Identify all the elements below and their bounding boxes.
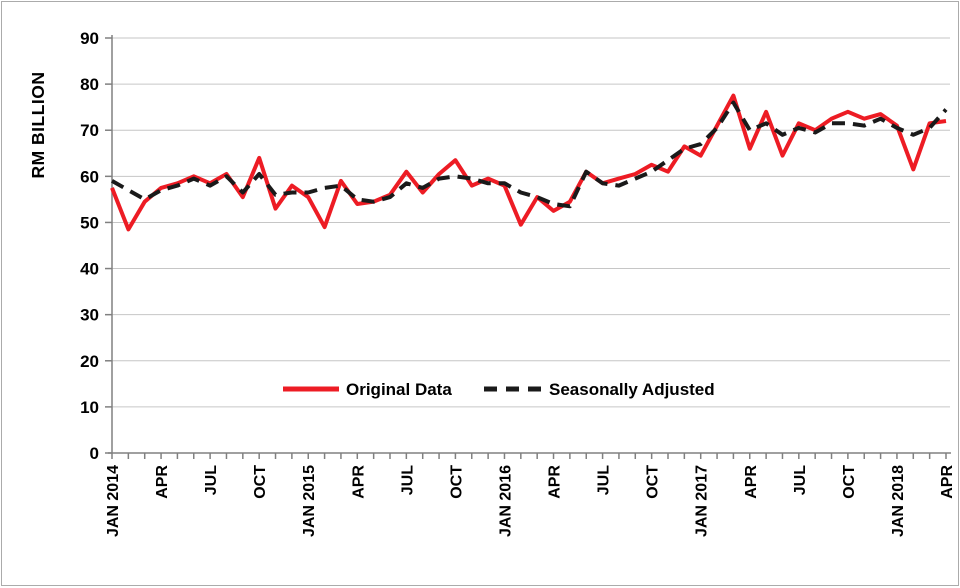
seasonally-adjusted-line [111, 100, 948, 209]
legend-label-original-data: Original Data [346, 380, 452, 399]
x-tick-label: JAN 2015 [301, 465, 318, 537]
x-axis-labels: JAN 2014 APR JUL OCT JAN 2015 APR JUL OCT JAN 20… [105, 465, 956, 537]
gridlines [112, 37, 950, 408]
y-tick-label: 40 [80, 260, 99, 279]
y-tick-label: 50 [80, 213, 99, 232]
x-tick-label: APR [350, 465, 367, 499]
y-tick-label: 60 [80, 167, 99, 186]
legend-label-seasonally-adjusted: Seasonally Adjusted [549, 380, 715, 399]
x-tick-label: JUL [399, 465, 416, 495]
y-axis-labels: 0 10 20 30 40 50 60 70 80 90 [80, 29, 99, 463]
legend: Original Data Seasonally Adjusted [283, 380, 715, 399]
y-tick-label: 20 [80, 352, 99, 371]
x-tick-label: APR [939, 465, 956, 499]
x-tick-label: JAN 2014 [105, 465, 122, 537]
y-tick-label: 70 [80, 121, 99, 140]
y-tick-label: 90 [80, 29, 99, 48]
series-lines [110, 93, 948, 232]
y-tick-label: 30 [80, 306, 99, 325]
x-tick-label: APR [154, 465, 171, 499]
x-tick-label: JAN 2018 [890, 465, 907, 537]
y-tick-label: 0 [90, 444, 99, 463]
x-tick-label: OCT [841, 465, 858, 499]
x-tick-label: JUL [596, 465, 613, 495]
x-tick-label: APR [547, 465, 564, 499]
y-axis-title: RM BILLION [28, 71, 48, 178]
x-tick-label: APR [743, 465, 760, 499]
y-tick-label: 10 [80, 398, 99, 417]
x-tick-label: OCT [645, 465, 662, 499]
x-tick-label: JAN 2017 [694, 465, 711, 537]
original-data-line [110, 93, 947, 232]
x-tick-label: JUL [792, 465, 809, 495]
axes [105, 35, 951, 459]
x-tick-label: OCT [252, 465, 269, 499]
x-tick-label: OCT [448, 465, 465, 499]
y-tick-label: 80 [80, 75, 99, 94]
x-tick-label: JAN 2016 [497, 465, 514, 537]
x-tick-label: JUL [203, 465, 220, 495]
